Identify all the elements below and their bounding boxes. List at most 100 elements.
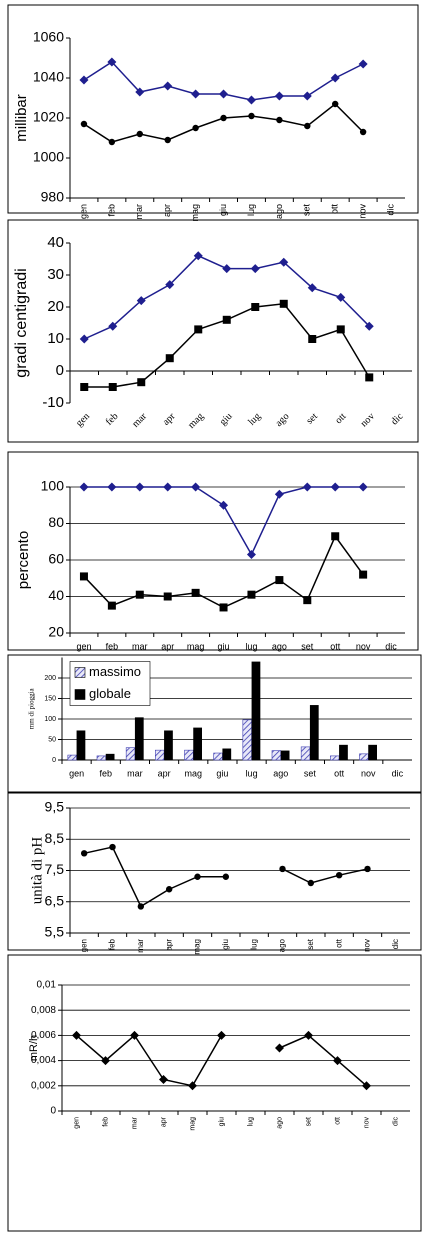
y-tick-label: 40	[48, 587, 64, 603]
bar	[96, 755, 107, 761]
point	[135, 590, 144, 599]
bar	[271, 750, 282, 761]
x-tick-label: giu	[218, 641, 230, 651]
x-tick-label: ago	[274, 204, 284, 219]
point	[330, 482, 340, 492]
x-tick-label: apr	[162, 204, 172, 217]
point	[220, 114, 227, 122]
x-tick-label: mag	[189, 1117, 196, 1131]
point	[362, 1081, 371, 1091]
point	[108, 321, 118, 331]
point	[108, 383, 117, 391]
x-tick-label: mar	[127, 768, 143, 778]
point	[163, 81, 173, 91]
x-tick-label: apr	[158, 768, 171, 778]
point	[246, 550, 256, 560]
legend-swatch	[74, 667, 86, 678]
point	[191, 89, 201, 99]
x-tick-label: dic	[385, 641, 397, 651]
bar	[105, 753, 115, 760]
x-tick-label: set	[305, 1117, 312, 1126]
point	[107, 57, 117, 67]
point	[251, 303, 260, 311]
panel-frame	[7, 792, 422, 951]
point	[222, 873, 230, 880]
x-tick-label: mag	[190, 204, 200, 222]
y-tick-label: 40	[47, 234, 64, 251]
x-tick-label: dic	[392, 768, 404, 778]
x-tick-label: mar	[130, 410, 149, 429]
point	[246, 95, 256, 105]
point	[72, 1030, 81, 1040]
point	[222, 264, 232, 274]
x-tick-label: apr	[161, 641, 174, 651]
y-tick-label: 0,006	[31, 1030, 56, 1041]
bar	[251, 661, 261, 760]
point	[358, 482, 368, 492]
point	[79, 334, 89, 344]
x-tick-label: ago	[276, 1117, 283, 1129]
x-tick-label: mar	[131, 1116, 138, 1129]
x-tick-label: ott	[334, 768, 345, 778]
legend-label: globale	[89, 686, 131, 701]
point	[332, 100, 339, 108]
y-tick-label: 0,002	[31, 1080, 56, 1091]
y-axis-label: unità di pH	[29, 837, 45, 905]
bar	[359, 753, 369, 761]
point	[192, 124, 199, 132]
y-tick-label: 150	[44, 695, 56, 702]
point	[137, 378, 146, 387]
x-tick-label: apr	[161, 411, 178, 428]
x-tick-label: ott	[334, 938, 343, 948]
y-tick-label: 0,004	[31, 1055, 56, 1066]
x-tick-label: giu	[218, 1117, 225, 1126]
series-line	[84, 846, 368, 908]
panel-frame	[7, 451, 419, 651]
y-tick-label: 20	[48, 624, 64, 640]
x-tick-label: set	[304, 768, 317, 778]
x-tick-label: mag	[184, 768, 202, 778]
y-tick-label: 0,008	[31, 1005, 56, 1016]
point	[108, 138, 116, 146]
x-tick-label: set	[304, 411, 320, 427]
point	[248, 112, 255, 120]
x-tick-label: mag	[193, 939, 202, 955]
point	[191, 588, 200, 597]
x-tick-label: giu	[218, 204, 228, 216]
point	[302, 482, 312, 492]
point	[137, 903, 145, 910]
x-tick-label: mag	[187, 641, 205, 651]
point	[307, 283, 317, 293]
legend-label: massimo	[89, 664, 141, 679]
point	[191, 482, 201, 492]
bar	[164, 730, 173, 760]
point	[359, 570, 368, 579]
bar	[76, 730, 86, 760]
x-tick-label: nov	[363, 1117, 370, 1129]
x-tick-label: giu	[216, 768, 228, 778]
bar	[280, 750, 290, 760]
point	[80, 383, 89, 391]
point	[217, 1030, 226, 1040]
x-tick-label: gen	[76, 641, 91, 651]
x-tick-label: gen	[74, 411, 92, 429]
x-tick-label: giu	[218, 411, 235, 428]
legend-swatch	[74, 689, 86, 700]
series-line	[83, 486, 364, 557]
y-tick-label: 1040	[33, 69, 64, 85]
bar	[125, 747, 136, 761]
point	[222, 315, 231, 324]
x-tick-label: gen	[79, 939, 88, 952]
point	[107, 601, 116, 610]
y-axis-label: percento	[15, 531, 32, 589]
x-tick-label: feb	[108, 938, 117, 950]
y-tick-label: 20	[47, 298, 64, 315]
x-tick-label: ott	[330, 641, 341, 651]
point	[359, 128, 367, 136]
point	[302, 91, 312, 101]
x-tick-label: gen	[73, 1117, 80, 1129]
point	[109, 843, 116, 851]
y-tick-label: 1020	[33, 109, 64, 125]
x-tick-label: mar	[134, 204, 144, 220]
